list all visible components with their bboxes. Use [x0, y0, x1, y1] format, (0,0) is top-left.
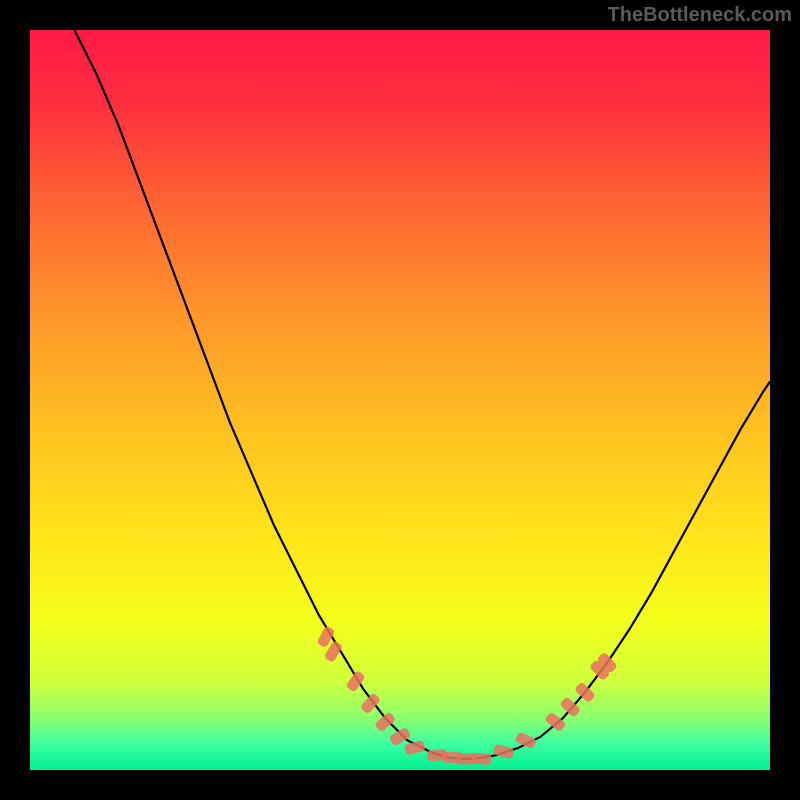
markers-group — [316, 625, 618, 765]
marker-pill — [360, 692, 382, 714]
marker-pill — [544, 711, 567, 732]
plot-area — [30, 30, 770, 770]
watermark-text: TheBottleneck.com — [608, 4, 792, 27]
chart-overlay — [30, 30, 770, 770]
marker-pill — [374, 711, 396, 732]
marker-pill — [404, 740, 426, 756]
marker-pill — [471, 753, 492, 766]
v-curve — [74, 30, 770, 759]
marker-pill — [389, 727, 412, 747]
marker-pill — [493, 744, 515, 760]
